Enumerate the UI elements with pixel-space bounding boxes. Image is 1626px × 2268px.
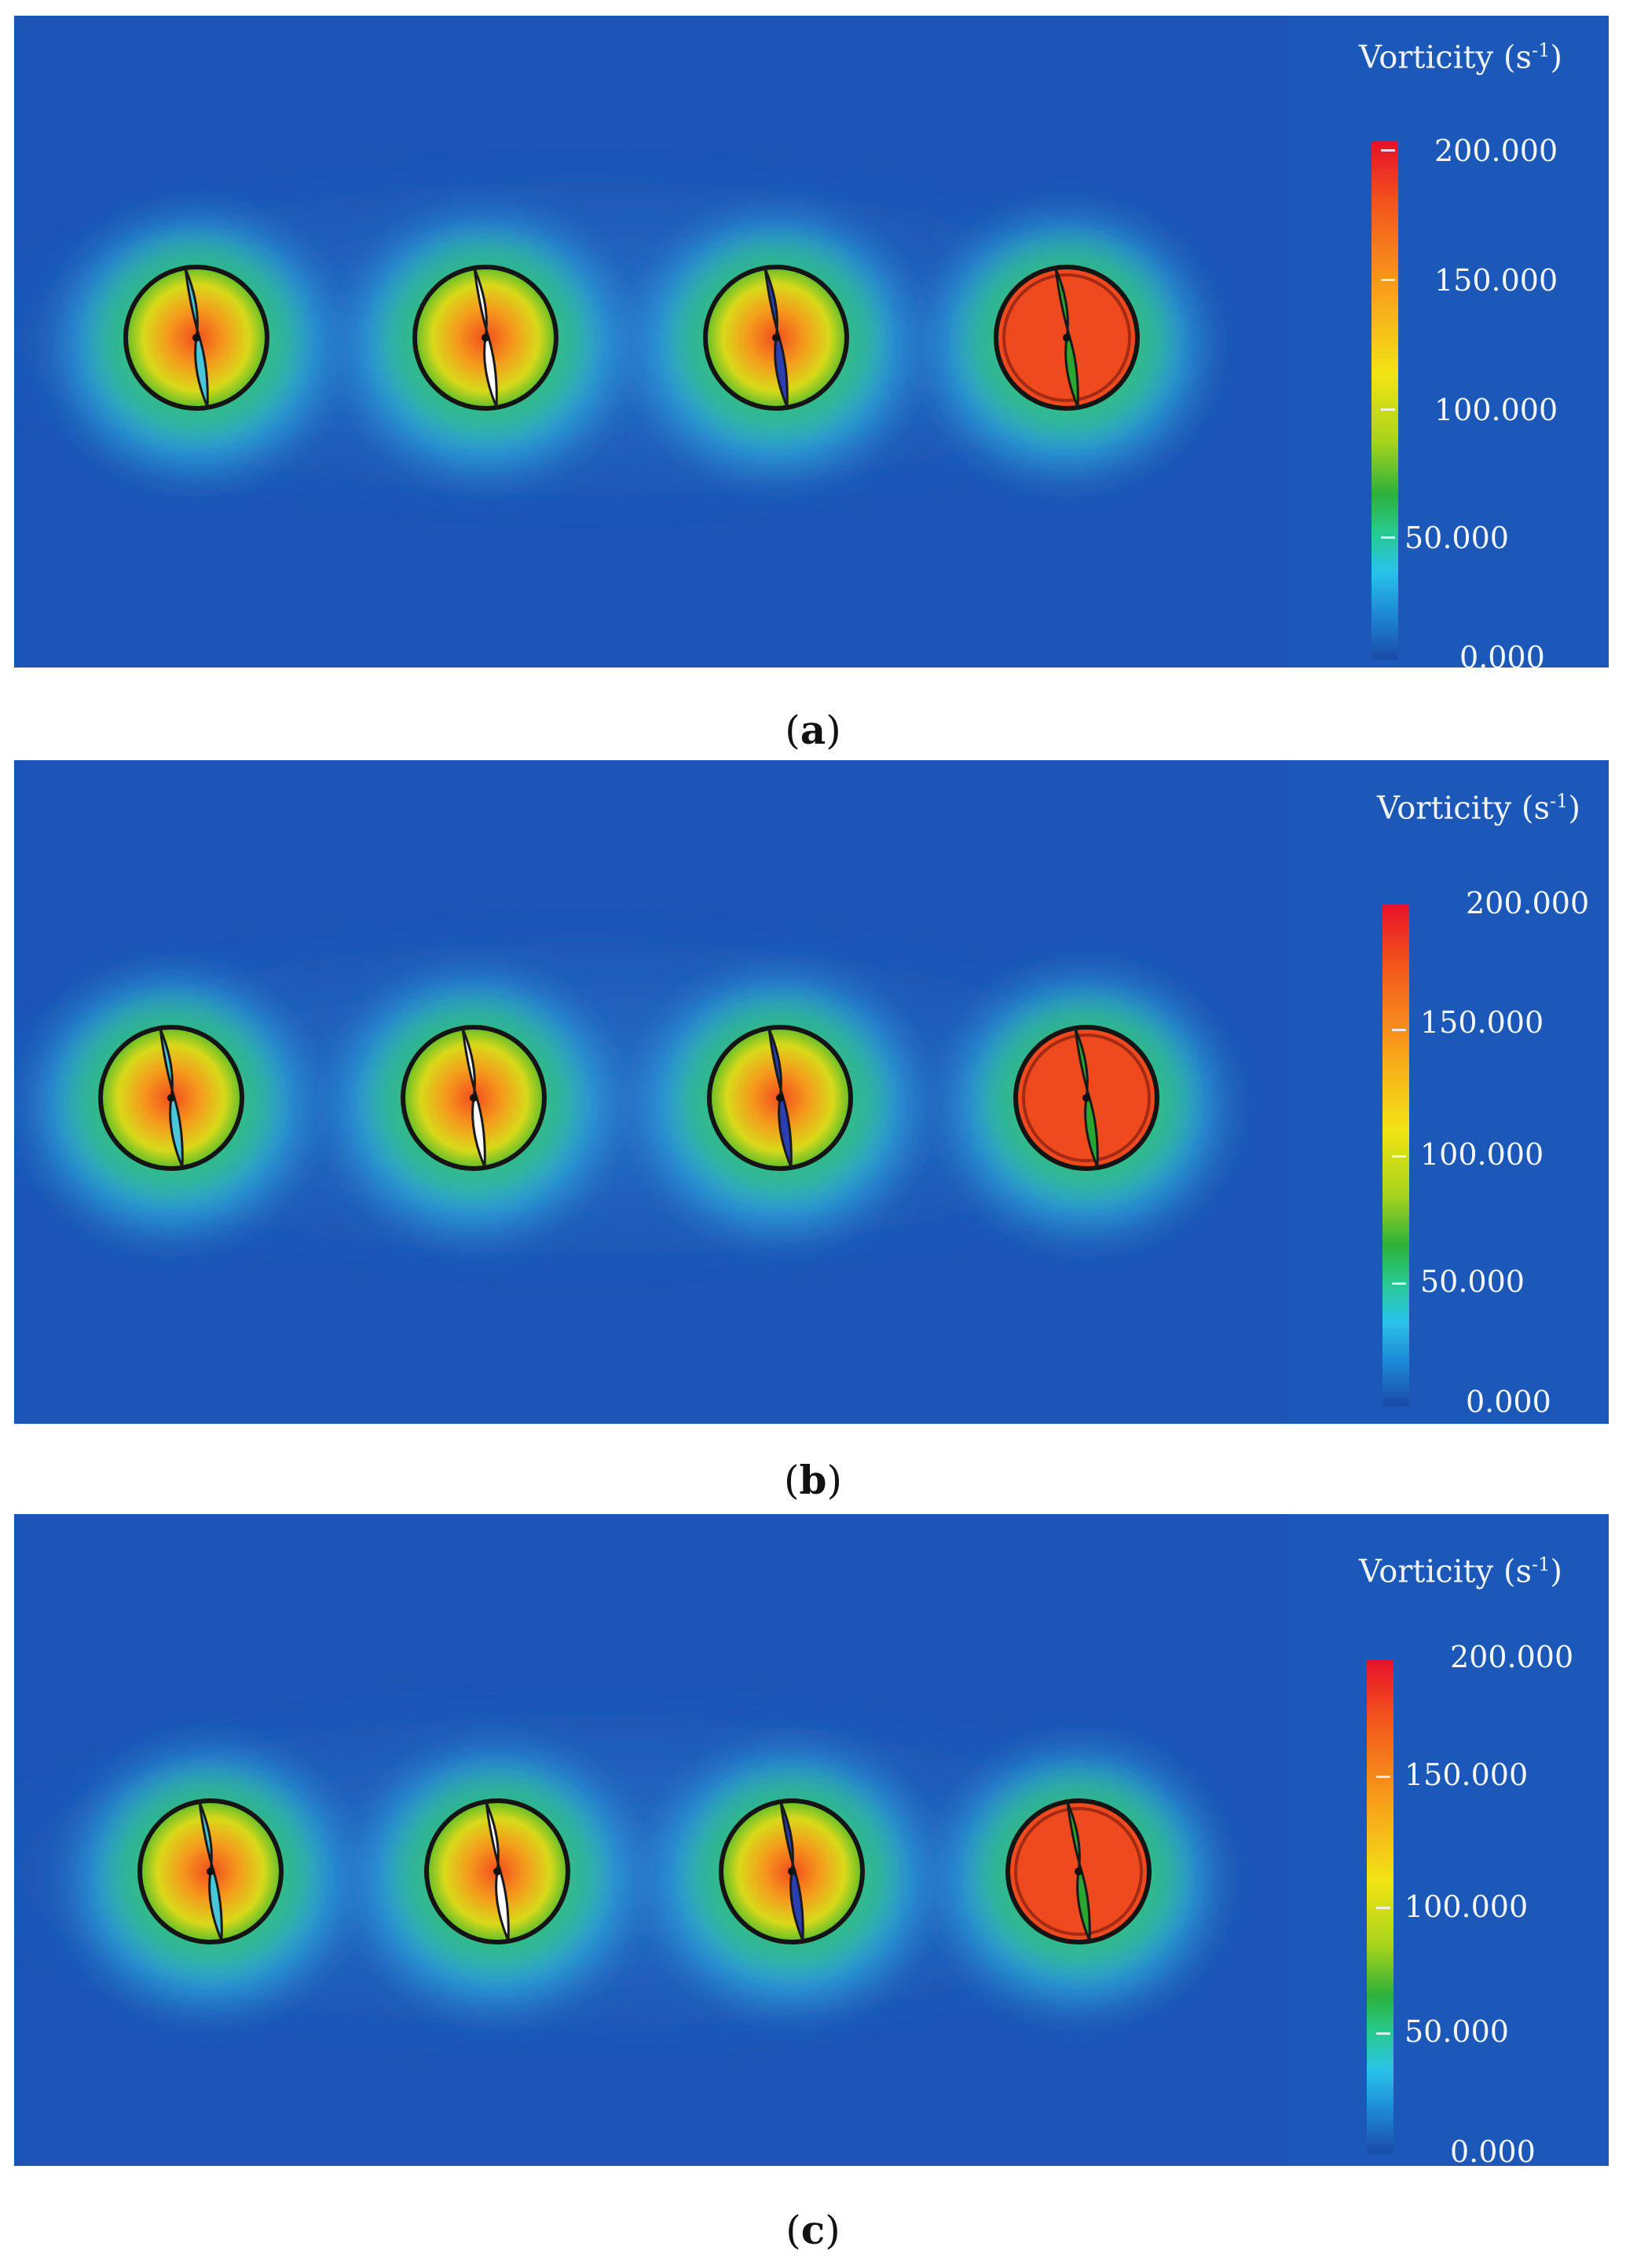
colorbar-tick-100: 100.000 xyxy=(1420,1137,1544,1172)
turbine-4 xyxy=(929,957,1243,1255)
panel-b: Vorticity (s-1) 200.000 150.000 100.000 … xyxy=(14,760,1609,1424)
colorbar-tick-100: 100.000 xyxy=(1404,1889,1529,1924)
turbine-3 xyxy=(619,196,933,495)
colorbar-tick-50: 50.000 xyxy=(1420,1264,1525,1299)
turbine-2 xyxy=(328,196,643,495)
turbine-4 xyxy=(921,1730,1236,2028)
panel-c: Vorticity (s-1) 200.000 150.000 100.000 … xyxy=(14,1514,1609,2166)
turbine-3 xyxy=(635,1730,949,2028)
colorbar-tick-150: 150.000 xyxy=(1434,263,1558,298)
colorbar-tick-100: 100.000 xyxy=(1434,393,1558,427)
panel-a: Vorticity (s-1) 200.000 150.000 100.000 … xyxy=(14,16,1609,668)
turbine-4 xyxy=(910,196,1224,495)
colorbar xyxy=(1371,141,1398,660)
turbine-2 xyxy=(340,1730,654,2028)
colorbar-tick-0: 0.000 xyxy=(1459,640,1545,668)
colorbar-title: Vorticity (s-1) xyxy=(1359,39,1562,76)
colorbar-tick-200: 200.000 xyxy=(1466,886,1590,920)
colorbar-title: Vorticity (s-1) xyxy=(1377,790,1580,827)
colorbar-tick-150: 150.000 xyxy=(1420,1005,1544,1040)
colorbar-tick-200: 200.000 xyxy=(1450,1640,1574,1674)
turbine-1 xyxy=(14,957,328,1255)
colorbar-tick-50: 50.000 xyxy=(1404,521,1509,555)
colorbar-tick-200: 200.000 xyxy=(1434,134,1558,168)
turbine-2 xyxy=(317,957,631,1255)
colorbar-title: Vorticity (s-1) xyxy=(1359,1553,1562,1590)
colorbar-tick-0: 0.000 xyxy=(1450,2134,1536,2166)
turbine-1 xyxy=(39,196,353,495)
colorbar-tick-0: 0.000 xyxy=(1466,1385,1551,1419)
colorbar-tick-50: 50.000 xyxy=(1404,2014,1509,2049)
caption-b: (b) xyxy=(784,1457,842,1503)
colorbar-tick-150: 150.000 xyxy=(1404,1758,1529,1792)
vorticity-field-c xyxy=(14,1514,1609,2166)
caption-c: (c) xyxy=(786,2207,840,2253)
turbine-1 xyxy=(53,1730,368,2028)
vorticity-field-a xyxy=(14,16,1609,668)
caption-a: (a) xyxy=(785,707,841,753)
vorticity-field-b xyxy=(14,760,1609,1424)
turbine-3 xyxy=(623,957,937,1255)
